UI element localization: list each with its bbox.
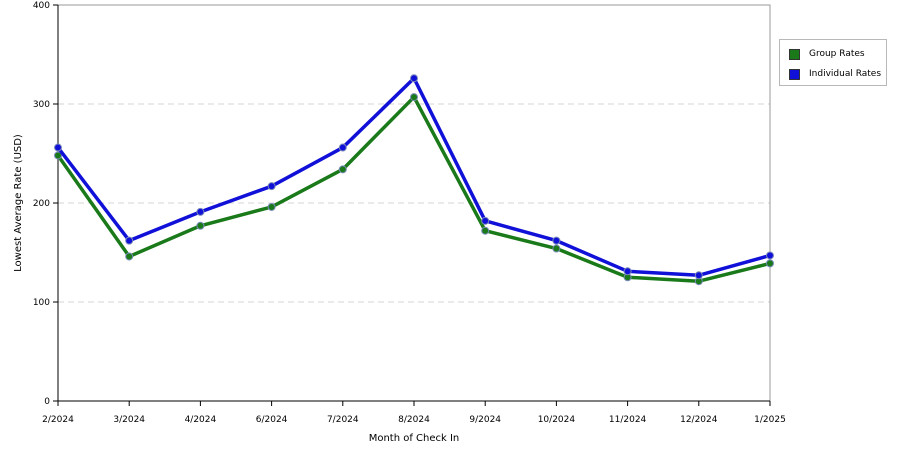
data-point-individual-rates-2 [196,207,205,216]
x-axis-ticks: 2/2024 3/2024 4/2024 6/2024 7/2024 8/2024 9/20… [42,401,786,425]
x-tick-label-10/2024: 10/2024 [538,415,576,425]
data-point-group-rates-2 [196,221,205,230]
data-point-group-rates-4 [338,165,347,174]
legend-item-individual-rates: Individual Rates [789,67,881,81]
series-lines [54,74,774,286]
data-point-individual-rates-4 [338,143,347,152]
x-tick-label-9/2024: 9/2024 [469,415,501,425]
legend-swatch-individual-rates [789,68,800,80]
data-point-group-rates-1 [125,252,134,261]
data-point-group-rates-3 [267,202,276,211]
y-tick-label-400: 400 [33,1,50,11]
y-axis-ticks: 0 100 200 300 400 [33,1,58,407]
x-tick-label-1/2025: 1/2025 [754,415,786,425]
y-tick-label-0: 0 [44,397,50,407]
data-point-individual-rates-6 [481,216,490,225]
x-tick-label-3/2024: 3/2024 [113,415,145,425]
x-axis-title: Month of Check In [369,433,460,444]
gridlines [58,103,770,303]
x-tick-label-4/2024: 4/2024 [185,415,217,425]
series-individual-rates [54,74,774,280]
x-tick-label-12/2024: 12/2024 [680,415,718,425]
x-tick-label-6/2024: 6/2024 [256,415,288,425]
x-tick-label-8/2024: 8/2024 [398,415,430,425]
legend-label-individual-rates: Individual Rates [809,69,882,79]
x-tick-label-2/2024: 2/2024 [42,415,74,425]
y-tick-label-300: 300 [33,100,50,110]
legend-swatch-group-rates [789,48,800,60]
data-point-group-rates-7 [552,244,561,253]
y-axis-title: Lowest Average Rate (USD) [13,134,24,272]
data-point-individual-rates-8 [623,267,632,276]
data-point-individual-rates-3 [267,182,276,191]
data-point-group-rates-5 [410,93,418,102]
series-line-group-rates [56,95,771,283]
data-point-individual-rates-7 [552,236,561,245]
data-point-individual-rates-5 [410,74,418,83]
data-point-individual-rates-1 [125,236,134,245]
data-point-group-rates-10 [766,259,774,268]
data-point-group-rates-0 [54,151,62,160]
data-point-group-rates-6 [481,226,490,235]
x-tick-label-7/2024: 7/2024 [327,415,359,425]
data-point-individual-rates-9 [694,271,703,280]
data-point-individual-rates-0 [54,143,62,152]
series-group-rates [54,93,774,286]
legend-item-group-rates: Group Rates [789,47,865,61]
legend-label-group-rates: Group Rates [809,49,865,59]
y-tick-label-100: 100 [33,298,50,308]
series-line-individual-rates [56,76,771,278]
legend: Group Rates Individual Rates [779,39,887,86]
data-point-individual-rates-10 [766,251,774,260]
x-tick-label-11/2024: 11/2024 [609,415,647,425]
y-tick-label-200: 200 [33,199,50,209]
